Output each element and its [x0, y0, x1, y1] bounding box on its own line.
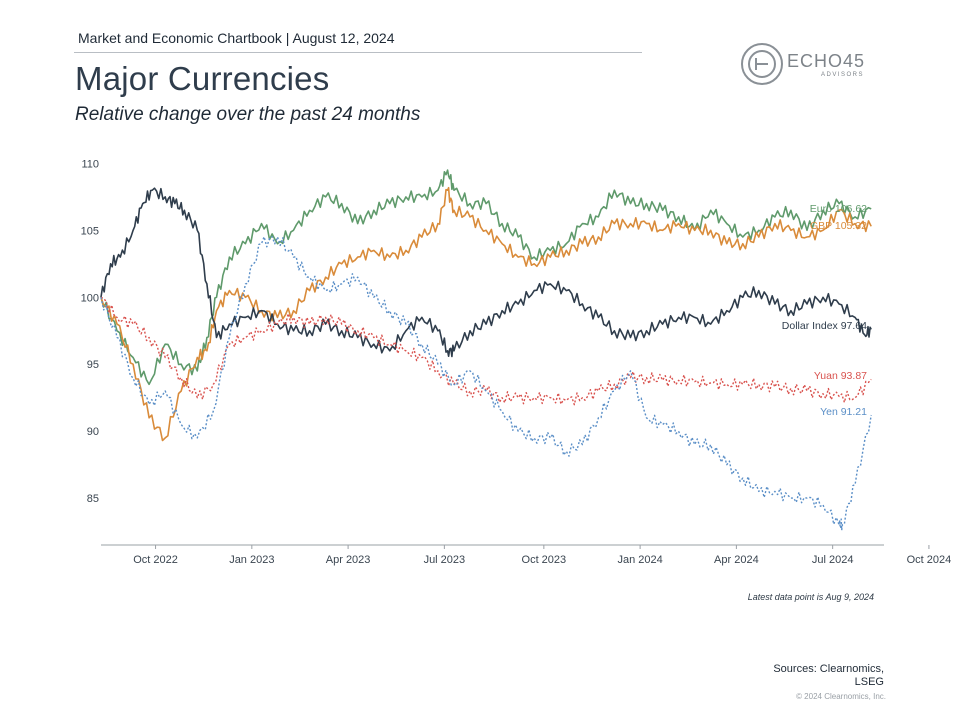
y-tick-label: 100 [81, 292, 99, 304]
x-tick-label: Apr 2023 [326, 554, 371, 566]
page-subtitle: Relative change over the past 24 months [75, 104, 421, 125]
header-divider [74, 52, 642, 53]
series-line-yen [100, 236, 872, 531]
series-line-dollar-index [100, 187, 872, 358]
series-layer [100, 169, 872, 531]
series-end-label: Yen 91.21 [820, 406, 867, 418]
echo45-logo: ECHO45 ADVISORS [740, 42, 880, 86]
page-title: Major Currencies [75, 60, 330, 97]
y-tick-label: 95 [87, 359, 99, 371]
x-tick-label: Jul 2024 [812, 554, 854, 566]
x-tick-label: Oct 2024 [907, 554, 952, 566]
series-line-yuan [100, 296, 872, 406]
x-tick-label: Apr 2024 [714, 554, 759, 566]
y-tick-label: 85 [87, 493, 99, 505]
series-line-gbp [100, 186, 872, 442]
axis-layer: 85 90 95 100 105 110 Oct 2022 Jan 2023 Apr 2023 J… [81, 158, 952, 566]
logo-wordmark: ECHO45 [787, 51, 866, 71]
y-tick-label: 110 [81, 158, 99, 170]
latest-data-note: Latest data point is Aug 9, 2024 [747, 592, 874, 602]
x-tick-label: Oct 2022 [133, 554, 178, 566]
y-tick-label: 105 [81, 225, 99, 237]
logo-subtext: ADVISORS [821, 72, 865, 78]
series-label-layer: Euro 106.62 GBP 105.32 Dollar Index 97.64 Y… [782, 203, 867, 418]
logo-mark-icon [741, 43, 783, 85]
y-tick-label: 90 [87, 426, 99, 438]
x-tick-label: Jan 2024 [617, 554, 662, 566]
series-line-euro [100, 169, 872, 386]
x-tick-label: Jul 2023 [424, 554, 466, 566]
copyright-note: © 2024 Clearnomics, Inc. [796, 692, 886, 701]
chartbook-header: Market and Economic Chartbook | August 1… [78, 30, 395, 46]
series-end-label: Yuan 93.87 [814, 370, 867, 382]
x-tick-label: Jan 2023 [229, 554, 274, 566]
series-end-label: GBP 105.32 [810, 220, 867, 232]
series-end-label: Dollar Index 97.64 [782, 320, 867, 332]
x-tick-label: Oct 2023 [522, 554, 567, 566]
sources-note: Sources: Clearnomics, LSEG [773, 663, 884, 688]
series-end-label: Euro 106.62 [810, 203, 867, 215]
